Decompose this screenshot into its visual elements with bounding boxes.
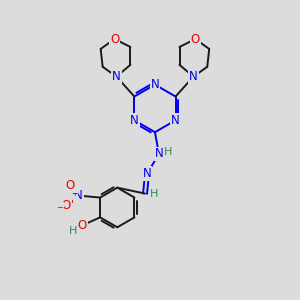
Text: H: H <box>164 147 172 157</box>
Text: N: N <box>189 70 198 83</box>
Text: N: N <box>171 114 180 127</box>
Text: O: O <box>110 32 119 46</box>
Text: O: O <box>191 32 200 46</box>
Text: N: N <box>151 78 159 91</box>
Text: O: O <box>66 179 75 192</box>
Text: +: + <box>71 189 78 198</box>
Text: N: N <box>154 148 163 160</box>
Text: N: N <box>143 167 152 180</box>
Text: N: N <box>130 114 139 127</box>
Text: N: N <box>74 189 83 202</box>
Text: N: N <box>112 70 121 83</box>
Text: H: H <box>69 226 78 236</box>
Text: O: O <box>78 219 87 232</box>
Text: H: H <box>150 189 158 199</box>
Text: O: O <box>62 199 71 212</box>
Text: −: − <box>56 203 63 212</box>
